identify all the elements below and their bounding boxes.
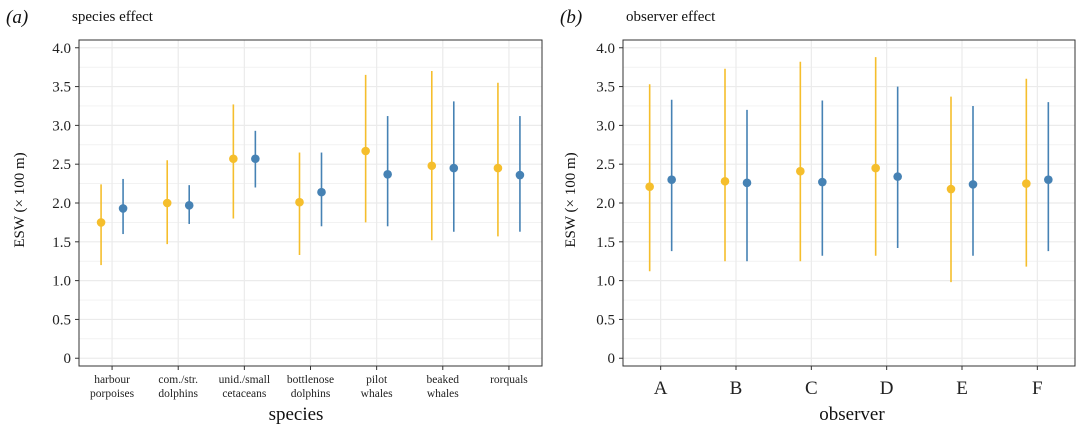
x-tick-label: B — [730, 378, 743, 399]
y-tick-label: 0 — [64, 351, 72, 367]
panel-tag: (b) — [560, 7, 582, 28]
y-tick-labels: 0 0.5 1.0 1.5 2.0 2.5 3.0 3.5 4.0 — [52, 41, 79, 367]
point-estimate — [667, 175, 676, 185]
point-estimate — [645, 182, 654, 191]
x-tick-label: whales — [361, 388, 393, 400]
x-axis-label: observer — [819, 404, 885, 425]
point-estimate — [968, 180, 978, 189]
point-estimate — [493, 163, 503, 173]
point-estimate — [893, 172, 902, 181]
x-tick-label: F — [1032, 378, 1043, 399]
point-estimate — [96, 218, 106, 227]
x-tick-label: com./str. — [158, 374, 198, 386]
y-tick-label: 3.0 — [596, 118, 615, 134]
point-estimate — [720, 176, 730, 186]
point-estimate — [383, 169, 392, 179]
x-tick-label: E — [956, 378, 968, 399]
x-tick-label: cetaceans — [222, 388, 267, 400]
y-tick-label: 0.5 — [596, 312, 615, 328]
point-estimate — [118, 204, 128, 213]
y-tick-label: 1.0 — [52, 274, 71, 290]
x-tick-label: porpoises — [90, 388, 135, 400]
point-estimate — [449, 163, 459, 173]
y-axis-label: ESW (× 100 m) — [563, 152, 579, 247]
y-tick-label: 2.5 — [52, 157, 71, 173]
point-estimate — [427, 161, 437, 171]
panel-species-effect: (a) species effect ESW (× 100 m) species… — [6, 7, 543, 425]
point-estimate — [229, 154, 238, 164]
point-estimate — [818, 177, 827, 187]
data-marks — [96, 71, 525, 266]
gridlines — [78, 39, 543, 367]
x-tick-label: dolphins — [291, 388, 331, 400]
x-tick-label: beaked — [426, 374, 459, 386]
point-estimate — [871, 163, 880, 173]
x-tick-label: unid./small — [219, 374, 270, 386]
x-tick-labels: A B C D E F — [654, 366, 1043, 399]
y-tick-label: 2.5 — [596, 157, 615, 173]
panel-title: observer effect — [626, 9, 716, 25]
x-tick-label: whales — [427, 388, 459, 400]
x-tick-label: harbour — [94, 374, 130, 386]
x-tick-label: D — [880, 378, 894, 399]
point-estimate — [742, 178, 752, 188]
y-tick-label: 1.5 — [596, 235, 615, 251]
y-tick-label: 2.0 — [52, 196, 71, 212]
gridlines — [622, 39, 1076, 367]
x-tick-label: bottlenose — [287, 374, 334, 386]
point-estimate — [1022, 179, 1031, 188]
x-axis-label: species — [269, 404, 324, 425]
y-tick-labels: 0 0.5 1.0 1.5 2.0 2.5 3.0 3.5 4.0 — [596, 41, 623, 367]
x-tick-label: pilot — [366, 374, 388, 386]
point-estimate — [361, 146, 370, 156]
y-tick-label: 2.0 — [596, 196, 615, 212]
panel-observer-effect: (b) observer effect ESW (× 100 m) observ… — [560, 7, 1076, 425]
y-tick-label: 1.5 — [52, 235, 71, 251]
point-estimate — [515, 170, 525, 180]
panel-title: species effect — [72, 9, 154, 25]
x-tick-label: C — [805, 378, 818, 399]
y-tick-label: 0 — [608, 351, 616, 367]
point-estimate — [317, 187, 326, 197]
point-estimate — [295, 197, 304, 207]
point-estimate — [1044, 175, 1053, 185]
x-tick-label: A — [654, 378, 668, 399]
point-estimate — [251, 154, 260, 164]
point-estimate — [796, 166, 805, 176]
y-tick-label: 3.5 — [52, 80, 71, 96]
y-tick-label: 4.0 — [596, 41, 615, 57]
x-tick-label: rorquals — [490, 374, 528, 386]
point-estimate — [162, 198, 172, 208]
point-estimate — [184, 201, 194, 210]
data-marks — [645, 57, 1053, 283]
y-tick-label: 3.0 — [52, 118, 71, 134]
x-tick-label: dolphins — [158, 388, 198, 400]
y-tick-label: 4.0 — [52, 41, 71, 57]
y-axis-label: ESW (× 100 m) — [12, 152, 28, 247]
y-tick-label: 1.0 — [596, 274, 615, 290]
y-tick-label: 3.5 — [596, 80, 615, 96]
panel-tag: (a) — [6, 7, 28, 28]
y-tick-label: 0.5 — [52, 312, 71, 328]
x-tick-labels: harbour porpoises com./str. dolphins unid./s… — [90, 366, 528, 400]
point-estimate — [946, 184, 956, 194]
